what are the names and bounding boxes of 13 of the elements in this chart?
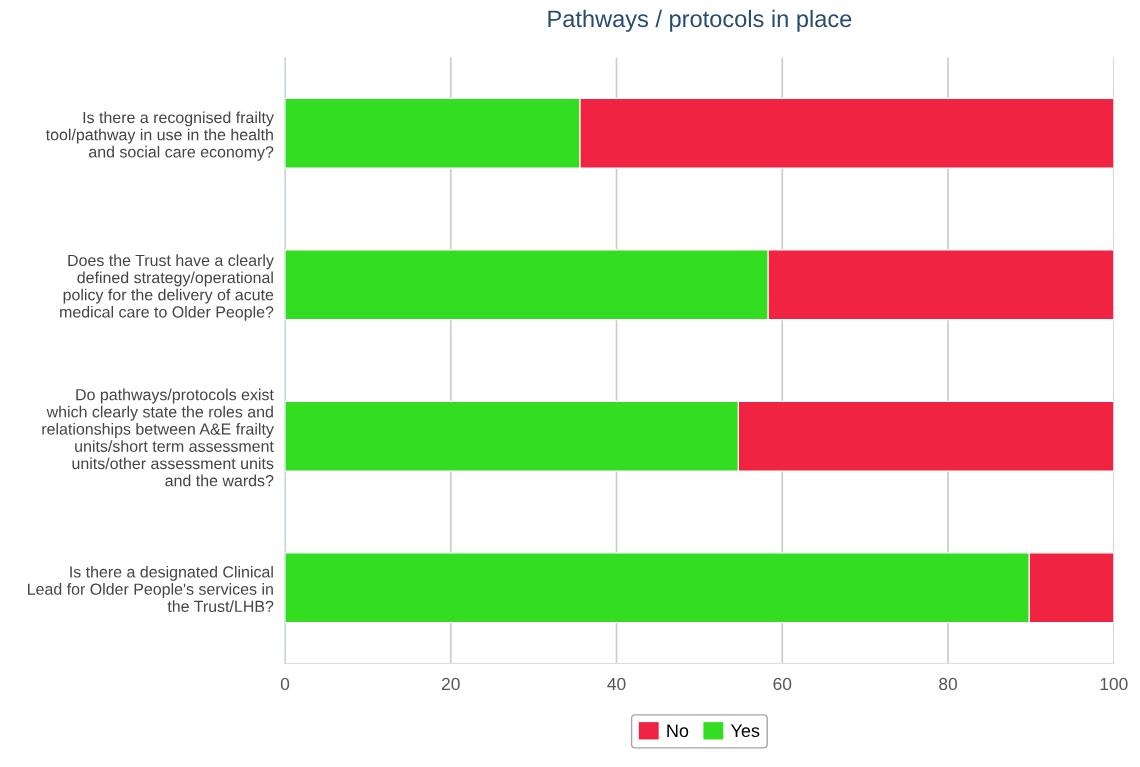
legend-label: No <box>667 724 689 738</box>
x-tick-label: 40 <box>607 677 626 691</box>
x-tick-label: 0 <box>280 677 290 691</box>
y-tick-label: Do pathways/protocols exist which clearly state the roles and relationships between A&E frailty units/short term assessment units/other assessment units and the wards? <box>42 388 274 487</box>
x-tick-label: 80 <box>939 677 957 691</box>
y-tick-label: Is there a designated Clinical Lead for Older People's services in the Trust/LHB? <box>28 565 274 613</box>
y-tick-label: Is there a recognised frailty tool/pathway in use in the health and social care economy? <box>45 111 274 161</box>
x-tick-label: 20 <box>441 677 460 691</box>
x-tick-label: 60 <box>773 677 792 691</box>
y-tick-label: Does the Trust have a clearly defined strategy/operational policy for the delivery of acute medical care to Older People? <box>60 254 274 321</box>
chart-title: Pathways / protocols in place <box>548 9 852 32</box>
x-tick-label: 100 <box>1100 677 1128 691</box>
legend-label: Yes <box>730 724 760 738</box>
